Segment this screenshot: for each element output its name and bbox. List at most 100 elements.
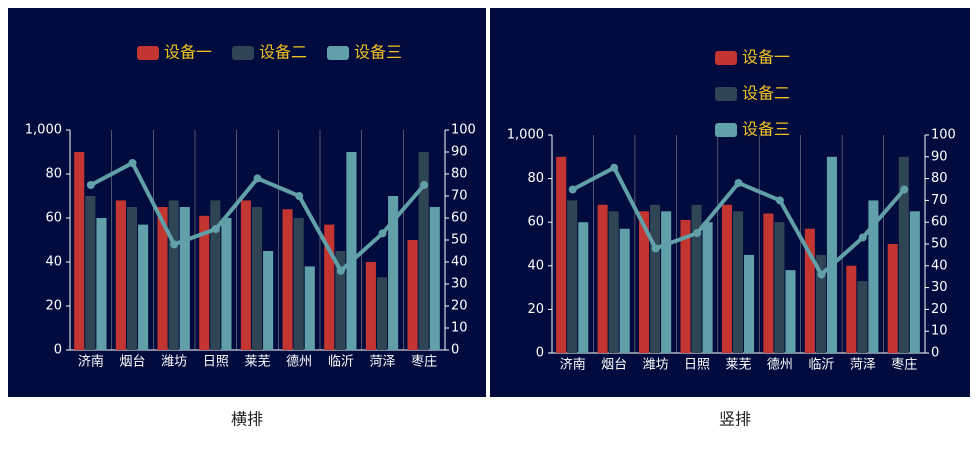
y2-tick-label: 40 <box>931 258 948 273</box>
bar <box>221 218 232 350</box>
y2-tick-label: 10 <box>451 321 468 336</box>
legend-swatch <box>232 46 254 60</box>
y2-tick-label: 50 <box>931 237 948 252</box>
legend-swatch <box>715 87 737 101</box>
bar <box>179 207 190 350</box>
y2-tick-label: 60 <box>451 211 468 226</box>
bar <box>293 218 304 350</box>
line-point <box>378 229 387 238</box>
bar <box>661 211 672 353</box>
bar <box>744 254 755 353</box>
y-tick-label: 20 <box>45 299 62 314</box>
bar <box>846 265 857 353</box>
y-tick-label: 80 <box>45 167 62 182</box>
bar <box>138 224 149 350</box>
x-tick-label: 德州 <box>286 355 312 370</box>
bar <box>240 200 251 350</box>
caption: 横排 <box>231 410 263 429</box>
legend-swatch <box>715 123 737 137</box>
x-tick-label: 临沂 <box>808 358 834 373</box>
bar <box>346 152 357 350</box>
y-tick-label: 1,000 <box>25 123 62 138</box>
line-point <box>734 178 743 187</box>
bar <box>168 200 179 350</box>
x-tick-label: 济南 <box>560 357 586 373</box>
line-point <box>420 181 429 189</box>
line-point <box>651 244 660 253</box>
y2-tick-label: 100 <box>451 123 476 138</box>
y-tick-label: 80 <box>527 171 544 186</box>
bar <box>578 222 589 353</box>
bar <box>199 215 210 350</box>
bar <box>909 211 920 353</box>
legend-label: 设备三 <box>742 120 790 139</box>
bar <box>282 209 293 350</box>
x-tick-label: 菏泽 <box>369 355 395 370</box>
y2-tick-label: 0 <box>931 346 939 361</box>
x-tick-label: 菏泽 <box>850 358 876 373</box>
bar <box>650 204 661 353</box>
line-point <box>775 196 784 205</box>
bar <box>418 152 429 350</box>
bar <box>251 207 263 350</box>
x-tick-label: 枣庄 <box>891 357 917 373</box>
x-tick-label: 德州 <box>767 358 793 373</box>
line-point <box>211 225 220 233</box>
bar <box>691 204 702 353</box>
y-tick-label: 20 <box>527 302 544 317</box>
bar <box>324 224 335 350</box>
bar <box>407 240 418 350</box>
bar <box>376 277 388 350</box>
x-tick-label: 烟台 <box>601 358 627 373</box>
y2-tick-label: 0 <box>451 343 459 358</box>
y2-tick-label: 60 <box>931 215 948 230</box>
bar <box>263 251 274 350</box>
y2-tick-label: 70 <box>931 193 948 208</box>
y-tick-label: 60 <box>527 215 544 230</box>
y-tick-label: 0 <box>54 343 62 358</box>
y-tick-label: 60 <box>45 211 62 226</box>
x-tick-label: 潍坊 <box>161 355 187 370</box>
legend-label: 设备二 <box>259 43 307 62</box>
y2-tick-label: 70 <box>451 189 468 204</box>
legend-label: 设备三 <box>354 43 402 62</box>
legend-swatch <box>715 51 737 65</box>
line-point <box>693 229 702 238</box>
bar <box>826 156 837 353</box>
bar <box>388 196 399 350</box>
legend-swatch <box>137 46 159 60</box>
y2-tick-label: 10 <box>931 324 948 339</box>
bar <box>774 222 785 353</box>
x-tick-label: 临沂 <box>328 355 354 370</box>
bar <box>126 207 138 350</box>
bar <box>429 207 440 350</box>
y-tick-label: 40 <box>527 258 544 273</box>
y2-tick-label: 80 <box>451 167 468 182</box>
bar <box>857 281 868 353</box>
line-point <box>128 159 137 167</box>
bar <box>85 196 96 350</box>
y2-tick-label: 30 <box>451 277 468 292</box>
y2-tick-label: 100 <box>931 128 956 143</box>
bar <box>763 213 774 353</box>
line-point <box>86 181 95 189</box>
line-point <box>610 163 619 172</box>
line-point <box>336 266 345 275</box>
caption: 竖排 <box>719 410 751 429</box>
y2-tick-label: 90 <box>451 145 468 160</box>
line-point <box>817 270 826 279</box>
bar <box>815 254 826 353</box>
bar <box>304 266 315 350</box>
legend-swatch <box>327 46 349 60</box>
legend-label: 设备一 <box>164 43 212 62</box>
bar <box>74 152 85 350</box>
legend-label: 设备一 <box>742 48 790 67</box>
bar <box>680 220 691 353</box>
bar <box>210 200 221 350</box>
line-point <box>295 192 304 200</box>
y-tick-label: 40 <box>45 255 62 270</box>
bar <box>96 218 107 350</box>
bar <box>335 251 346 350</box>
